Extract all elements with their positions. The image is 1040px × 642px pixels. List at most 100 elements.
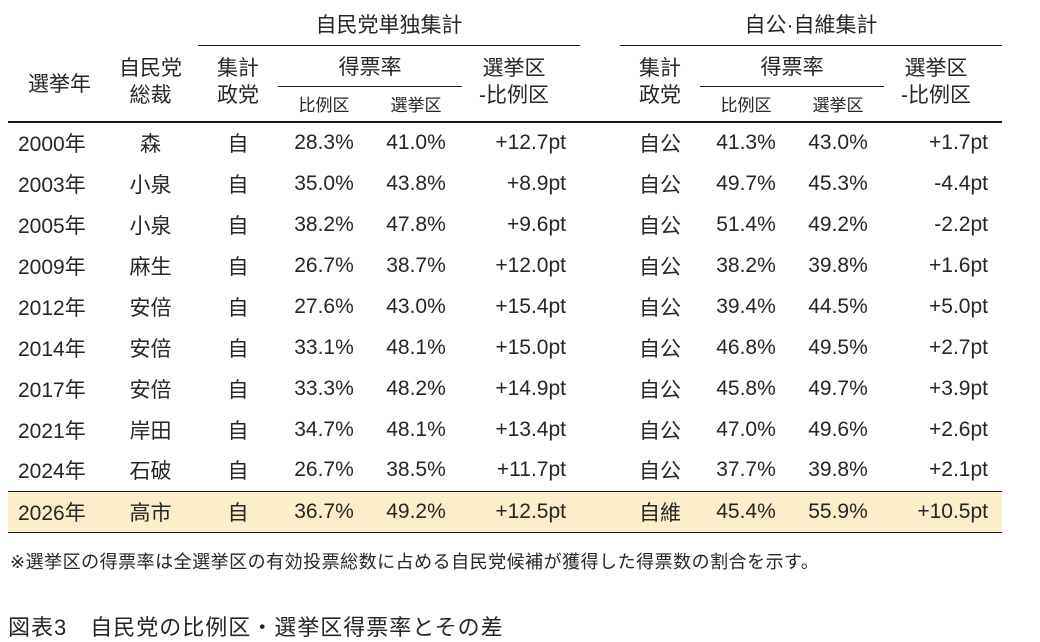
table-row-2009: 2009年 麻生 自 26.7% 38.7% +12.0pt 自公 38.2% … [8,245,1002,286]
cell-coalition-pr: 41.3% [716,131,776,154]
vote-share-table: 自民党単独集計 自公·自維集計 選挙年 自民党 総裁 集計 政党 得票率 選挙区… [8,0,1002,533]
table-row-2005: 2005年 小泉 自 38.2% 47.8% +9.6pt 自公 51.4% 4… [8,204,1002,245]
col-header-diff-ldp-line2: -比例区 [479,84,549,108]
cell-president: 安倍 [129,296,172,320]
cell-ldp-district: 49.2% [370,490,462,533]
table-row-2012: 2012年 安倍 自 27.6% 43.0% +15.4pt 自公 39.4% … [8,286,1002,327]
cell-ldp-diff: +14.9pt [495,376,566,400]
cell-president: 安倍 [129,337,172,361]
cell-coalition-parties: 自公 [639,214,681,238]
cell-ldp-pr: 35.0% [294,171,354,195]
table-row-2021: 2021年 岸田 自 34.7% 48.1% +13.4pt 自公 47.0% … [8,409,1002,450]
cell-president: 麻生 [129,255,172,279]
cell-ldp-parties: 自 [227,378,249,402]
col-header-diff-ldp: 選挙区 -比例区 [462,45,580,123]
cell-coalition-district: 39.8% [808,458,868,482]
cell-coalition-diff: +2.1pt [929,458,988,482]
cell-gap [580,286,620,327]
cell-president: 石破 [129,460,172,484]
cell-gap [580,490,620,533]
cell-coalition-pr: 39.4% [716,294,776,318]
col-header-president-line2: 総裁 [129,84,172,107]
cell-ldp-diff: +15.4pt [495,294,566,318]
cell-gap [580,163,620,204]
cell-coalition-parties: 自公 [639,133,681,156]
cell-coalition-diff: +3.9pt [929,376,988,400]
cell-ldp-parties: 自 [227,337,249,361]
col-header-president-line1: 自民党 [119,57,182,81]
cell-gap [580,327,620,368]
col-header-diff-coalition-line1: 選挙区 [904,57,968,81]
cell-gap [580,450,620,491]
cell-year: 2012年 [18,296,86,320]
col-header-voteshare-ldp: 得票率 [278,45,462,87]
cell-coalition-parties: 自公 [639,419,681,443]
cell-coalition-parties: 自公 [639,378,681,402]
cell-year: 2009年 [18,255,86,279]
cell-coalition-diff: +1.6pt [929,253,988,277]
cell-president: 小泉 [129,214,172,238]
col-header-year: 選挙年 [8,45,103,123]
table-footnote: ※選挙区の得票率は全選挙区の有効投票総数に占める自民党候補が獲得した得票数の割合… [10,551,820,572]
cell-ldp-district: 38.5% [386,458,446,482]
cell-year: 2021年 [18,419,86,443]
cell-coalition-district: 39.8% [808,253,868,277]
cell-ldp-diff: +13.4pt [495,417,566,441]
group-header-row: 自民党単独集計 自公·自維集計 [8,0,1002,46]
cell-ldp-diff: +11.7pt [496,458,566,482]
cell-ldp-parties: 自 [227,173,249,197]
cell-gap [580,204,620,245]
cell-gap [580,368,620,409]
table-header: 自民党単独集計 自公·自維集計 選挙年 自民党 総裁 集計 政党 得票率 選挙区… [8,0,1002,123]
cell-president: 小泉 [129,173,172,197]
cell-ldp-parties: 自 [198,490,278,533]
cell-ldp-diff: +8.9pt [507,171,566,195]
cell-ldp-pr: 28.3% [294,131,354,154]
cell-coalition-parties: 自公 [639,173,681,197]
cell-year: 2024年 [18,460,86,484]
cell-year: 2017年 [18,378,86,402]
cell-coalition-district: 43.0% [808,131,868,154]
cell-ldp-district: 43.8% [386,171,446,195]
cell-coalition-parties: 自公 [639,255,681,279]
cell-coalition-pr: 51.4% [716,212,776,236]
cell-ldp-parties: 自 [227,133,249,156]
group-header-ldp: 自民党単独集計 [198,0,580,46]
cell-ldp-district: 47.8% [386,212,446,236]
cell-coalition-pr: 38.2% [716,253,776,277]
cell-ldp-diff: +12.5pt [462,490,580,533]
cell-coalition-diff: +2.7pt [929,335,988,359]
cell-ldp-district: 41.0% [386,131,446,154]
cell-coalition-pr: 37.7% [716,458,776,482]
cell-coalition-diff: +2.6pt [929,417,988,441]
col-header-parties-ldp: 集計 政党 [198,45,278,123]
col-header-parties-ldp-line1: 集計 [217,57,259,81]
cell-ldp-pr: 26.7% [294,458,354,482]
cell-ldp-parties: 自 [227,460,249,484]
col-header-pr-ldp: 比例区 [278,86,370,123]
cell-coalition-diff: +5.0pt [929,294,988,318]
header-gap [580,45,620,123]
cell-president: 安倍 [129,378,172,402]
cell-gap [580,409,620,450]
header-gap [580,0,620,45]
cell-ldp-pr: 33.3% [294,376,354,400]
cell-coalition-district: 49.6% [808,417,868,441]
col-header-diff-ldp-line1: 選挙区 [482,57,546,81]
cell-coalition-district: 55.9% [792,490,884,533]
col-header-diff-coalition: 選挙区 -比例区 [884,45,1002,123]
cell-ldp-diff: +12.0pt [495,253,566,277]
cell-president: 森 [140,133,161,156]
col-header-district-ldp: 選挙区 [370,86,462,123]
figure-caption: 図表3 自民党の比例区・選挙区得票率とその差 [8,614,504,640]
col-header-diff-coalition-line2: -比例区 [901,84,971,108]
cell-ldp-district: 48.1% [386,417,446,441]
cell-ldp-diff: +9.6pt [507,212,566,236]
cell-coalition-pr: 47.0% [716,417,776,441]
cell-ldp-district: 48.1% [386,335,446,359]
cell-ldp-parties: 自 [227,419,249,443]
cell-year: 2014年 [18,337,86,361]
cell-gap [580,245,620,286]
cell-ldp-diff: +12.7pt [495,131,566,154]
cell-ldp-pr: 36.7% [278,490,370,533]
